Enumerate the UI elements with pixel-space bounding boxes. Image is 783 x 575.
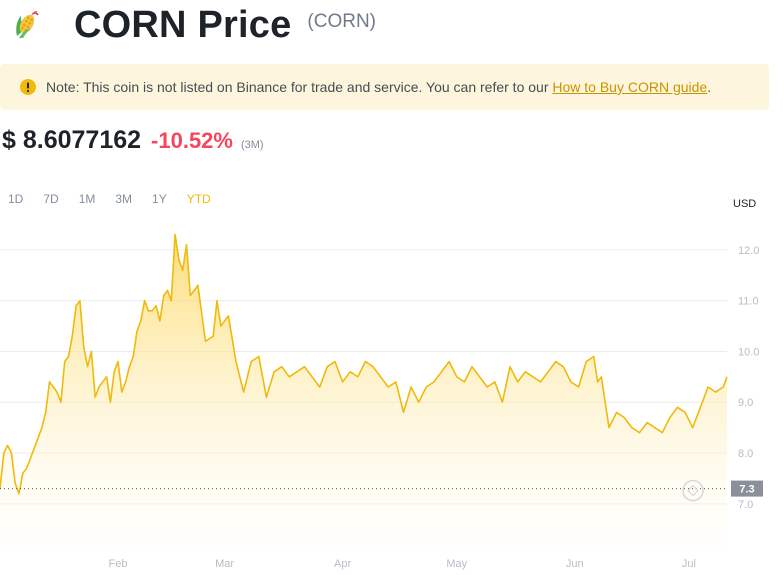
tab-3m[interactable]: 3M (115, 192, 133, 206)
page-header: CORN Price (CORN) (10, 0, 376, 50)
y-axis: 7.0 8.0 9.0 10.0 11.0 12.0 (738, 245, 759, 511)
corn-emoji-icon (10, 9, 42, 41)
y-tick-label: 11.0 (738, 296, 759, 308)
notice-banner: Note: This coin is not listed on Binance… (0, 64, 769, 110)
price-row: $ 8.6077162 -10.52% (3M) (2, 126, 264, 155)
y-tick-label: 10.0 (738, 346, 759, 358)
coin-symbol: (CORN) (307, 11, 377, 32)
current-price: $ 8.6077162 (2, 126, 142, 154)
tab-1y[interactable]: 1Y (152, 192, 167, 206)
x-tick-label: Jul (682, 558, 696, 570)
price-line (0, 233, 728, 495)
tab-1m[interactable]: 1M (78, 192, 96, 206)
x-axis: Feb Mar Apr May Jun Jul (109, 558, 696, 570)
x-tick-label: Apr (334, 558, 351, 570)
notice-suffix: . (707, 79, 712, 95)
y-tick-label: 9.0 (738, 397, 753, 409)
tab-1d[interactable]: 1D (8, 192, 24, 206)
how-to-buy-link[interactable]: How to Buy CORN guide (552, 79, 708, 95)
reference-value-badge: 7.3 (731, 480, 763, 497)
binance-logo-icon (682, 479, 704, 502)
x-tick-label: Feb (109, 558, 128, 570)
price-chart[interactable]: USD 7.0 8.0 9.0 10.0 11.0 12.0 Feb Mar Apr May Ju… (0, 185, 783, 575)
page-title: CORN Price (74, 3, 292, 46)
price-area (0, 234, 727, 547)
y-tick-label: 12.0 (738, 245, 759, 257)
y-tick-label: 8.0 (738, 448, 753, 460)
time-range-tabs: 1D 7D 1M 3M 1Y YTD (0, 190, 211, 208)
x-tick-label: May (446, 558, 467, 570)
price-change: -10.52% (151, 128, 233, 153)
y-tick-label: 7.0 (738, 499, 753, 511)
change-period: (3M) (240, 139, 264, 151)
x-tick-label: Jun (566, 558, 584, 570)
tab-ytd[interactable]: YTD (186, 192, 211, 206)
tab-7d[interactable]: 7D (43, 192, 59, 206)
exclamation-circle-icon (20, 79, 36, 95)
notice-text: Note: This coin is not listed on Binance… (46, 79, 553, 95)
x-tick-label: Mar (215, 558, 234, 570)
currency-label: USD (733, 198, 756, 210)
reference-value-label: 7.3 (739, 484, 754, 496)
